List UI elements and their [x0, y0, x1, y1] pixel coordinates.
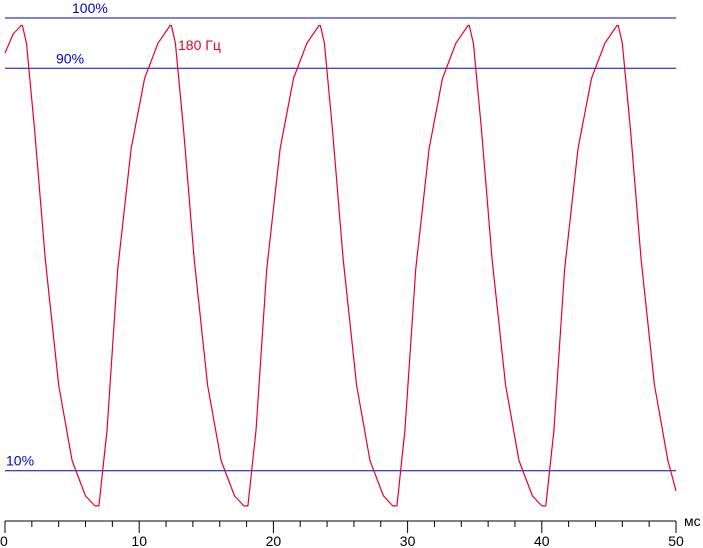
x-tick-label: 10 — [131, 533, 147, 548]
reference-label-10: 10% — [6, 453, 34, 469]
series-layer: 180 Гц — [4, 24, 677, 507]
x-tick-label: 20 — [266, 533, 282, 548]
x-axis-ticks — [4, 521, 677, 533]
x-tick-label: 30 — [400, 533, 416, 548]
x-tick-label: 0 — [0, 533, 8, 548]
x-tick-label: 50 — [668, 533, 684, 548]
x-axis-tick-labels: 0 10 20 30 40 50 — [0, 533, 684, 548]
reference-label-90: 90% — [56, 50, 84, 66]
reference-lines: 100% 90% 10% — [5, 0, 676, 472]
x-axis-unit-label: мс — [684, 513, 701, 529]
x-tick-label: 40 — [534, 533, 550, 548]
x-axis: 0 10 20 30 40 50 мс — [0, 513, 701, 548]
reference-label-100: 100% — [72, 0, 108, 16]
series-line-0 — [4, 24, 677, 507]
series-label: 180 Гц — [178, 37, 221, 53]
